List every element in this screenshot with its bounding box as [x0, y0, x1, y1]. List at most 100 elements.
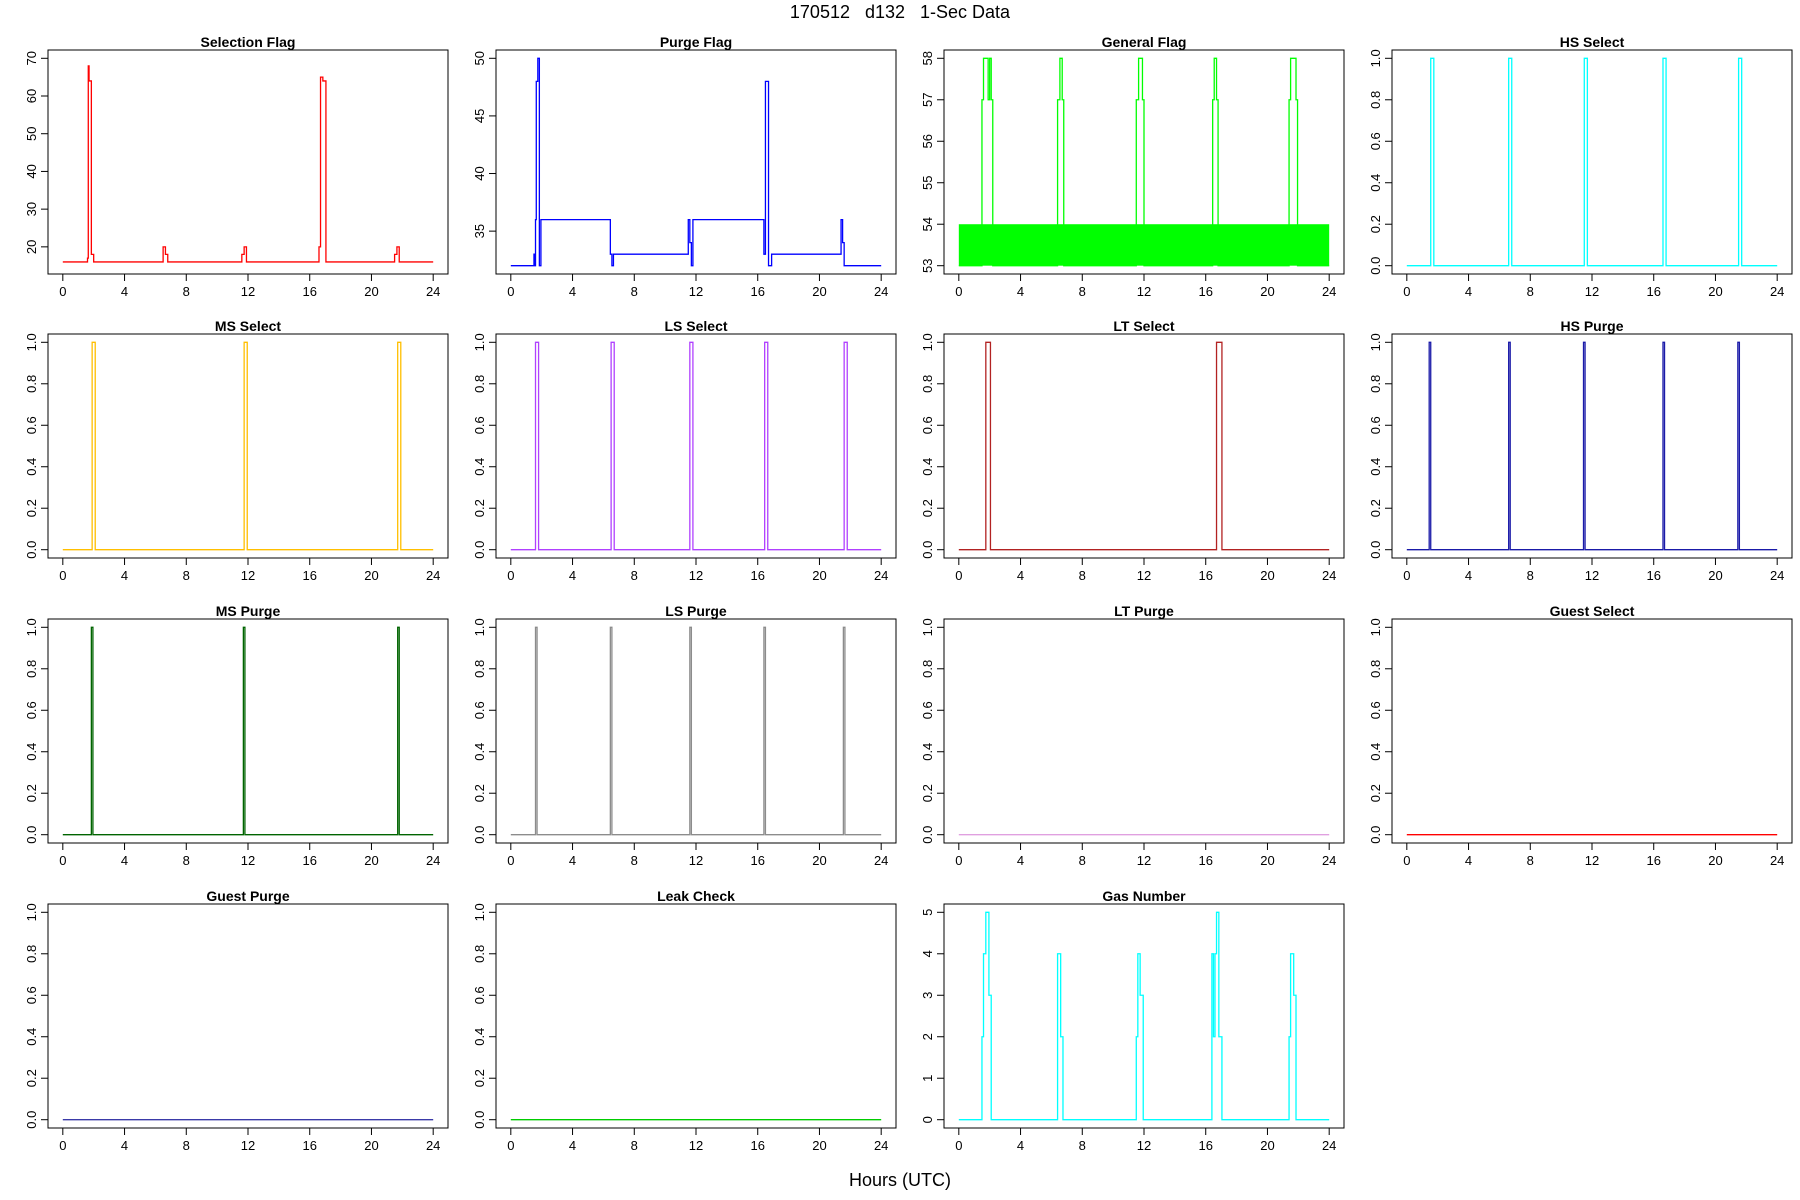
- panel-ms-purge: MS Purge 0 4 8 12 16 20 24 0.0 0.2 0.4 0.6 0.8 1.0: [24, 603, 449, 868]
- x-tick-label: 8: [631, 1138, 638, 1153]
- y-tick-label: 0.0: [920, 541, 935, 559]
- panel-title: HS Select: [1560, 34, 1625, 50]
- y-tick-label: 50: [472, 51, 487, 65]
- y-tick-label: 0.4: [24, 743, 39, 761]
- y-tick-label: 58: [920, 51, 935, 65]
- x-tick-label: 8: [1527, 284, 1534, 299]
- y-tick-label: 45: [472, 109, 487, 123]
- x-tick-label: 20: [1260, 568, 1274, 583]
- x-tick-label: 0: [59, 568, 66, 583]
- y-tick-label: 1.0: [1368, 49, 1383, 67]
- x-tick-label: 0: [59, 853, 66, 868]
- x-tick-label: 8: [183, 568, 190, 583]
- panel-title: Selection Flag: [201, 34, 296, 50]
- y-tick-label: 55: [920, 176, 935, 190]
- y-tick-label: 0.2: [472, 784, 487, 802]
- x-tick-label: 12: [1585, 853, 1599, 868]
- x-tick-label: 12: [241, 1138, 255, 1153]
- y-tick-label: 0.6: [24, 701, 39, 719]
- x-tick-label: 16: [1646, 568, 1660, 583]
- y-tick-label: 0.4: [920, 458, 935, 476]
- x-tick-label: 24: [1770, 853, 1784, 868]
- x-tick-label: 12: [1137, 1138, 1151, 1153]
- plot-frame: [495, 618, 897, 844]
- x-tick-label: 16: [302, 1138, 316, 1153]
- y-tick-label: 4: [920, 950, 935, 957]
- x-tick-label: 4: [121, 284, 128, 299]
- y-tick-label: 0.2: [24, 1069, 39, 1087]
- y-tick-label: 0.6: [920, 701, 935, 719]
- y-tick-label: 1: [920, 1075, 935, 1082]
- y-tick-label: 0.0: [472, 826, 487, 844]
- y-tick-label: 0.0: [24, 1111, 39, 1129]
- y-tick-label: 0.8: [920, 660, 935, 678]
- y-tick-label: 0.6: [472, 416, 487, 434]
- x-axis-title: Hours (UTC): [849, 1170, 951, 1190]
- panel-title: Guest Select: [1550, 603, 1635, 619]
- x-tick-label: 24: [426, 568, 440, 583]
- y-tick-label: 0.4: [1368, 743, 1383, 761]
- panel-title: Guest Purge: [206, 888, 289, 904]
- panel-title: HS Purge: [1560, 318, 1623, 334]
- x-tick-label: 4: [569, 853, 576, 868]
- y-tick-label: 0.8: [1368, 375, 1383, 393]
- y-tick-label: 0.8: [24, 375, 39, 393]
- x-tick-label: 20: [1260, 1138, 1274, 1153]
- x-tick-label: 20: [364, 284, 378, 299]
- x-tick-label: 0: [955, 1138, 962, 1153]
- x-tick-label: 4: [569, 284, 576, 299]
- x-tick-label: 24: [874, 1138, 888, 1153]
- x-tick-label: 24: [1322, 284, 1336, 299]
- x-tick-label: 20: [1260, 284, 1274, 299]
- x-tick-label: 0: [507, 1138, 514, 1153]
- x-tick-label: 8: [183, 853, 190, 868]
- panel-lt-purge: LT Purge 0 4 8 12 16 20 24 0.0 0.2 0.4 0.6 0.8 1.0: [920, 603, 1345, 868]
- plot-frame: [1391, 618, 1793, 844]
- x-tick-label: 12: [689, 284, 703, 299]
- y-tick-label: 50: [24, 126, 39, 140]
- plot-frame: [47, 333, 449, 559]
- x-tick-label: 16: [302, 853, 316, 868]
- y-tick-label: 0.2: [24, 784, 39, 802]
- y-tick-label: 0.4: [1368, 458, 1383, 476]
- panel-purge-flag: Purge Flag 0 4 8 12 16 20 24 35 40 45 50: [472, 34, 897, 299]
- panel-title: General Flag: [1102, 34, 1187, 50]
- panel-title: Leak Check: [657, 888, 735, 904]
- panel-title: LT Purge: [1114, 603, 1174, 619]
- y-tick-label: 0.6: [1368, 132, 1383, 150]
- x-tick-label: 20: [812, 853, 826, 868]
- y-tick-label: 1.0: [920, 618, 935, 636]
- y-tick-label: 0.8: [920, 375, 935, 393]
- x-tick-label: 20: [1708, 284, 1722, 299]
- x-tick-label: 12: [241, 568, 255, 583]
- x-tick-label: 4: [569, 568, 576, 583]
- plot-frame: [943, 618, 1345, 844]
- y-tick-label: 0.2: [24, 499, 39, 517]
- x-tick-label: 16: [1198, 284, 1212, 299]
- y-tick-label: 30: [24, 202, 39, 216]
- y-tick-label: 60: [24, 89, 39, 103]
- x-tick-label: 16: [1646, 284, 1660, 299]
- panel-general-flag: General Flag 0 4 8 12 16 20 24 53 54 55 56 57 58: [920, 34, 1345, 299]
- x-tick-label: 16: [750, 1138, 764, 1153]
- x-tick-label: 24: [426, 853, 440, 868]
- x-tick-label: 0: [955, 568, 962, 583]
- x-tick-label: 20: [364, 853, 378, 868]
- x-tick-label: 12: [241, 284, 255, 299]
- x-tick-label: 12: [1585, 568, 1599, 583]
- y-tick-label: 0.8: [472, 945, 487, 963]
- x-tick-label: 20: [1708, 568, 1722, 583]
- plot-frame: [1391, 333, 1793, 559]
- x-tick-label: 24: [874, 853, 888, 868]
- x-tick-label: 12: [689, 568, 703, 583]
- y-tick-label: 57: [920, 93, 935, 107]
- x-tick-label: 4: [1017, 853, 1024, 868]
- x-tick-label: 16: [1198, 853, 1212, 868]
- plot-frame: [47, 49, 449, 275]
- series-line: [510, 626, 882, 836]
- plot-frame: [1391, 49, 1793, 275]
- y-tick-label: 1.0: [472, 333, 487, 351]
- series-line: [958, 57, 1330, 267]
- y-tick-label: 3: [920, 992, 935, 999]
